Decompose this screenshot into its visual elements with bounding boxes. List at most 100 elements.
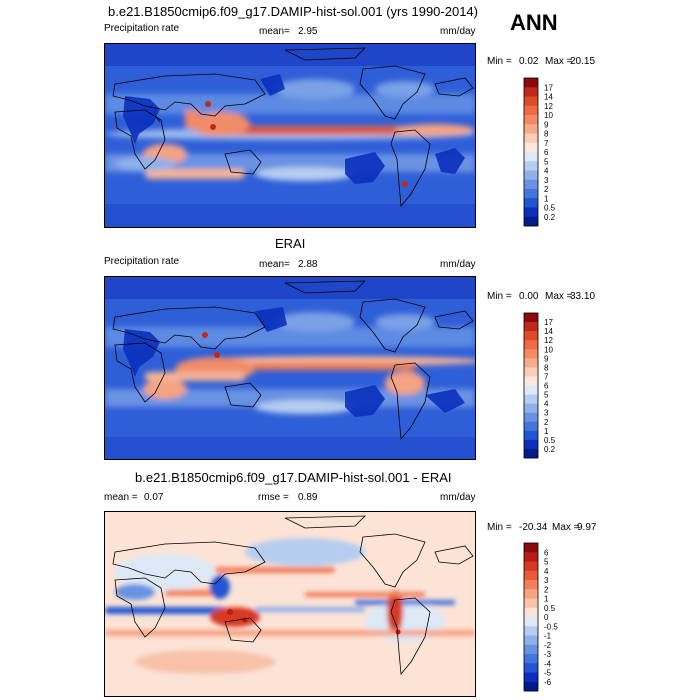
colorbar-box — [524, 322, 538, 332]
colorbar-tick-label: 8 — [544, 363, 549, 372]
colorbar-tick-label: 3 — [544, 176, 549, 185]
colorbar-tick-label: 14 — [544, 93, 553, 102]
panel2-mean-value: 2.88 — [298, 259, 318, 270]
panel3-rmse-label: rmse = — [258, 492, 289, 503]
panel3-max-label: Max = — [552, 522, 580, 533]
colorbar-box — [524, 672, 538, 683]
colorbar-tick-label: 1 — [544, 427, 549, 436]
colorbar-tick-label: 2 — [544, 418, 549, 427]
panel3-min-label: Min = — [487, 522, 512, 533]
colorbar-tick-label: 0.5 — [544, 204, 556, 213]
panel1-min-value: 0.02 — [519, 56, 539, 67]
colorbar-tick-label: 0.5 — [544, 436, 556, 445]
panel3-mean-value: 0.07 — [144, 492, 164, 503]
colorbar-box — [524, 617, 538, 627]
colorbar-box — [524, 561, 538, 572]
colorbar-box — [524, 331, 538, 341]
panel1-mean-label: mean= — [259, 26, 290, 37]
panel2-min-value: 0.00 — [519, 291, 539, 302]
panel3-map — [104, 511, 476, 697]
colorbar-box — [524, 430, 538, 441]
colorbar-box — [524, 403, 538, 413]
colorbar-box — [524, 552, 538, 562]
colorbar-tick-label: 17 — [544, 318, 553, 327]
colorbar-box — [524, 313, 538, 323]
panel3-units: mm/day — [440, 492, 476, 503]
colorbar-box — [524, 635, 538, 646]
colorbar-tick-label: 12 — [544, 102, 553, 111]
colorbar-tick-label: 17 — [544, 83, 553, 92]
colorbar-box — [524, 412, 538, 423]
colorbar-box — [524, 216, 538, 227]
colorbar-tick-label: 1 — [544, 595, 549, 604]
panel3-max-value: 9.97 — [577, 522, 597, 533]
panel3-rmse-value: 0.89 — [298, 492, 318, 503]
colorbar-tick-label: 4 — [544, 167, 549, 176]
colorbar-tick-label: 10 — [544, 345, 553, 354]
panel3-map-svg — [105, 512, 475, 696]
colorbar-box — [524, 198, 538, 208]
colorbar-tick-label: 0 — [544, 613, 549, 622]
colorbar-box — [524, 189, 538, 199]
panel2-max-value: 33.10 — [570, 291, 596, 302]
colorbar-box — [524, 543, 538, 553]
panel1-variable: Precipitation rate — [104, 23, 180, 34]
colorbar-box — [524, 142, 538, 153]
panel1-min-label: Min = — [487, 56, 512, 67]
colorbar-tick-label: 5 — [544, 157, 549, 166]
panel1-mean-value: 2.95 — [298, 26, 318, 37]
panel2-map — [104, 276, 476, 460]
colorbar-box — [524, 96, 538, 107]
colorbar-box — [524, 394, 538, 404]
colorbar-tick-label: 6 — [544, 148, 549, 157]
panel2-max-label: Max = — [545, 291, 573, 302]
colorbar-box — [524, 367, 538, 377]
panel1-title: b.e21.B1850cmip6.f09_g17.DAMIP-hist-sol.… — [108, 4, 478, 19]
panel1-max-value: 20.15 — [570, 56, 596, 67]
colorbar-box — [524, 161, 538, 171]
colorbar-tick-label: -1 — [544, 632, 552, 641]
colorbar-tick-label: 6 — [544, 548, 549, 557]
colorbar-tick-label: 7 — [544, 372, 549, 381]
colorbar-tick-label: -4 — [544, 659, 552, 668]
colorbar-box — [524, 358, 538, 368]
colorbar-tick-label: 3 — [544, 409, 549, 418]
panel2-variable: Precipitation rate — [104, 256, 180, 267]
colorbar-tick-label: 8 — [544, 130, 549, 139]
colorbar-box — [524, 626, 538, 636]
colorbar-box — [524, 644, 538, 655]
panel1-colorbar: 17 14 12 10 9 8 7 6 5 4 3 2 1 0.5 0.2 — [523, 77, 604, 227]
colorbar-outline — [523, 542, 539, 692]
colorbar-box — [524, 207, 538, 218]
colorbar-tick-label: 3 — [544, 576, 549, 585]
colorbar-box — [524, 87, 538, 97]
colorbar-tick-label: 4 — [544, 567, 549, 576]
colorbar-tick-label: 10 — [544, 111, 553, 120]
colorbar-tick-label: 2 — [544, 185, 549, 194]
panel1-max-label: Max = — [545, 56, 573, 67]
colorbar-box — [524, 598, 538, 609]
colorbar-box — [524, 589, 538, 599]
colorbar-tick-label: -5 — [544, 669, 552, 678]
panel2-colorbar: 17 14 12 10 9 8 7 6 5 4 3 2 1 0.5 0.2 — [523, 312, 604, 459]
colorbar-tick-label: 5 — [544, 558, 549, 567]
panel1-units: mm/day — [440, 26, 476, 37]
panel2-min-label: Min = — [487, 291, 512, 302]
colorbar-box — [524, 133, 538, 144]
colorbar-box — [524, 124, 538, 134]
colorbar-tick-label: 0.2 — [544, 213, 556, 222]
colorbar-box — [524, 78, 538, 88]
colorbar-tick-label: 9 — [544, 354, 549, 363]
colorbar-box — [524, 681, 538, 692]
colorbar-tick-label: 14 — [544, 327, 553, 336]
colorbar-box — [524, 179, 538, 190]
colorbar-tick-label: -3 — [544, 650, 552, 659]
colorbar-tick-label: 5 — [544, 391, 549, 400]
colorbar-box — [524, 607, 538, 618]
panel2-units: mm/day — [440, 259, 476, 270]
colorbar-tick-label: 1 — [544, 194, 549, 203]
colorbar-box — [524, 170, 538, 181]
colorbar-tick-label: 12 — [544, 336, 553, 345]
